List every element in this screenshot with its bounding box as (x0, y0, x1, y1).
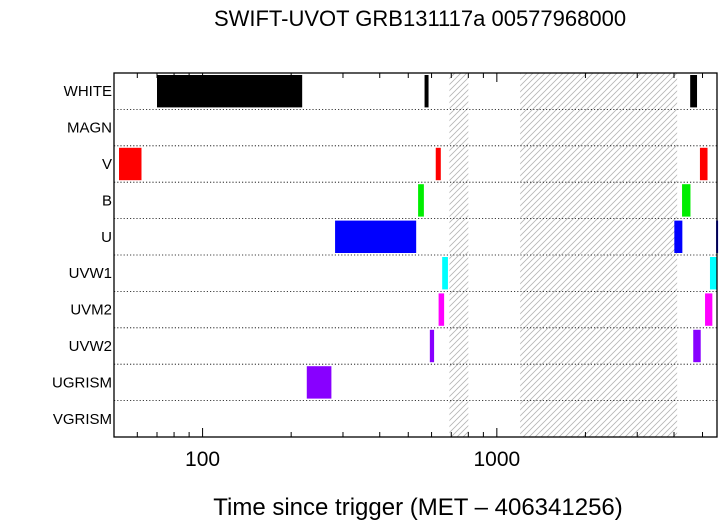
exposure-bars (119, 75, 719, 399)
exposure-bar-b (418, 184, 424, 217)
chart-title: SWIFT-UVOT GRB131117a 00577968000 (214, 6, 626, 31)
exposure-bar-u (335, 220, 417, 253)
row-label-ugrism: UGRISM (52, 374, 112, 391)
exposure-bar-v (119, 147, 142, 181)
exposure-bar-u (674, 220, 683, 253)
exposure-bar-white (156, 75, 303, 108)
exposure-bar-b (682, 184, 691, 217)
row-label-vgrism: VGRISM (53, 411, 112, 428)
row-label-uvw2: UVW2 (69, 338, 112, 355)
row-label-uvm2: UVM2 (70, 302, 112, 319)
exposure-bar-uvw2 (429, 329, 435, 363)
exposure-bar-uvw1 (709, 257, 717, 290)
exposure-bar-v (699, 147, 708, 181)
gap-region (449, 73, 469, 437)
exposure-bar-uvm2 (438, 293, 445, 326)
exposure-bar-ugrism (306, 366, 332, 399)
exposure-bar-white (424, 75, 429, 108)
x-tick-label-100: 100 (185, 448, 220, 471)
row-label-uvw1: UVW1 (69, 265, 112, 282)
exposure-bar-uvw1 (442, 257, 448, 290)
row-label-magn: MAGN (67, 120, 112, 137)
row-label-b: B (102, 192, 112, 209)
x-tick-label-1000: 1000 (473, 448, 520, 471)
exposure-bar-v (435, 147, 441, 181)
row-labels: WHITE MAGN V B U UVW1 UVM2 UVW2 UGRISM VGRISM (52, 83, 112, 428)
row-label-white: WHITE (64, 83, 112, 100)
exposure-bar-white (690, 75, 698, 108)
row-label-v: V (102, 156, 112, 173)
row-label-u: U (101, 229, 112, 246)
exposure-bar-uvw2 (693, 329, 701, 363)
x-axis-label: Time since trigger (MET – 406341256) (213, 494, 623, 521)
plot-frame (113, 72, 718, 438)
row-grid (114, 109, 717, 402)
x-axis-ticks: 100 1000 (113, 73, 704, 471)
exposure-bar-uvm2 (705, 293, 713, 326)
